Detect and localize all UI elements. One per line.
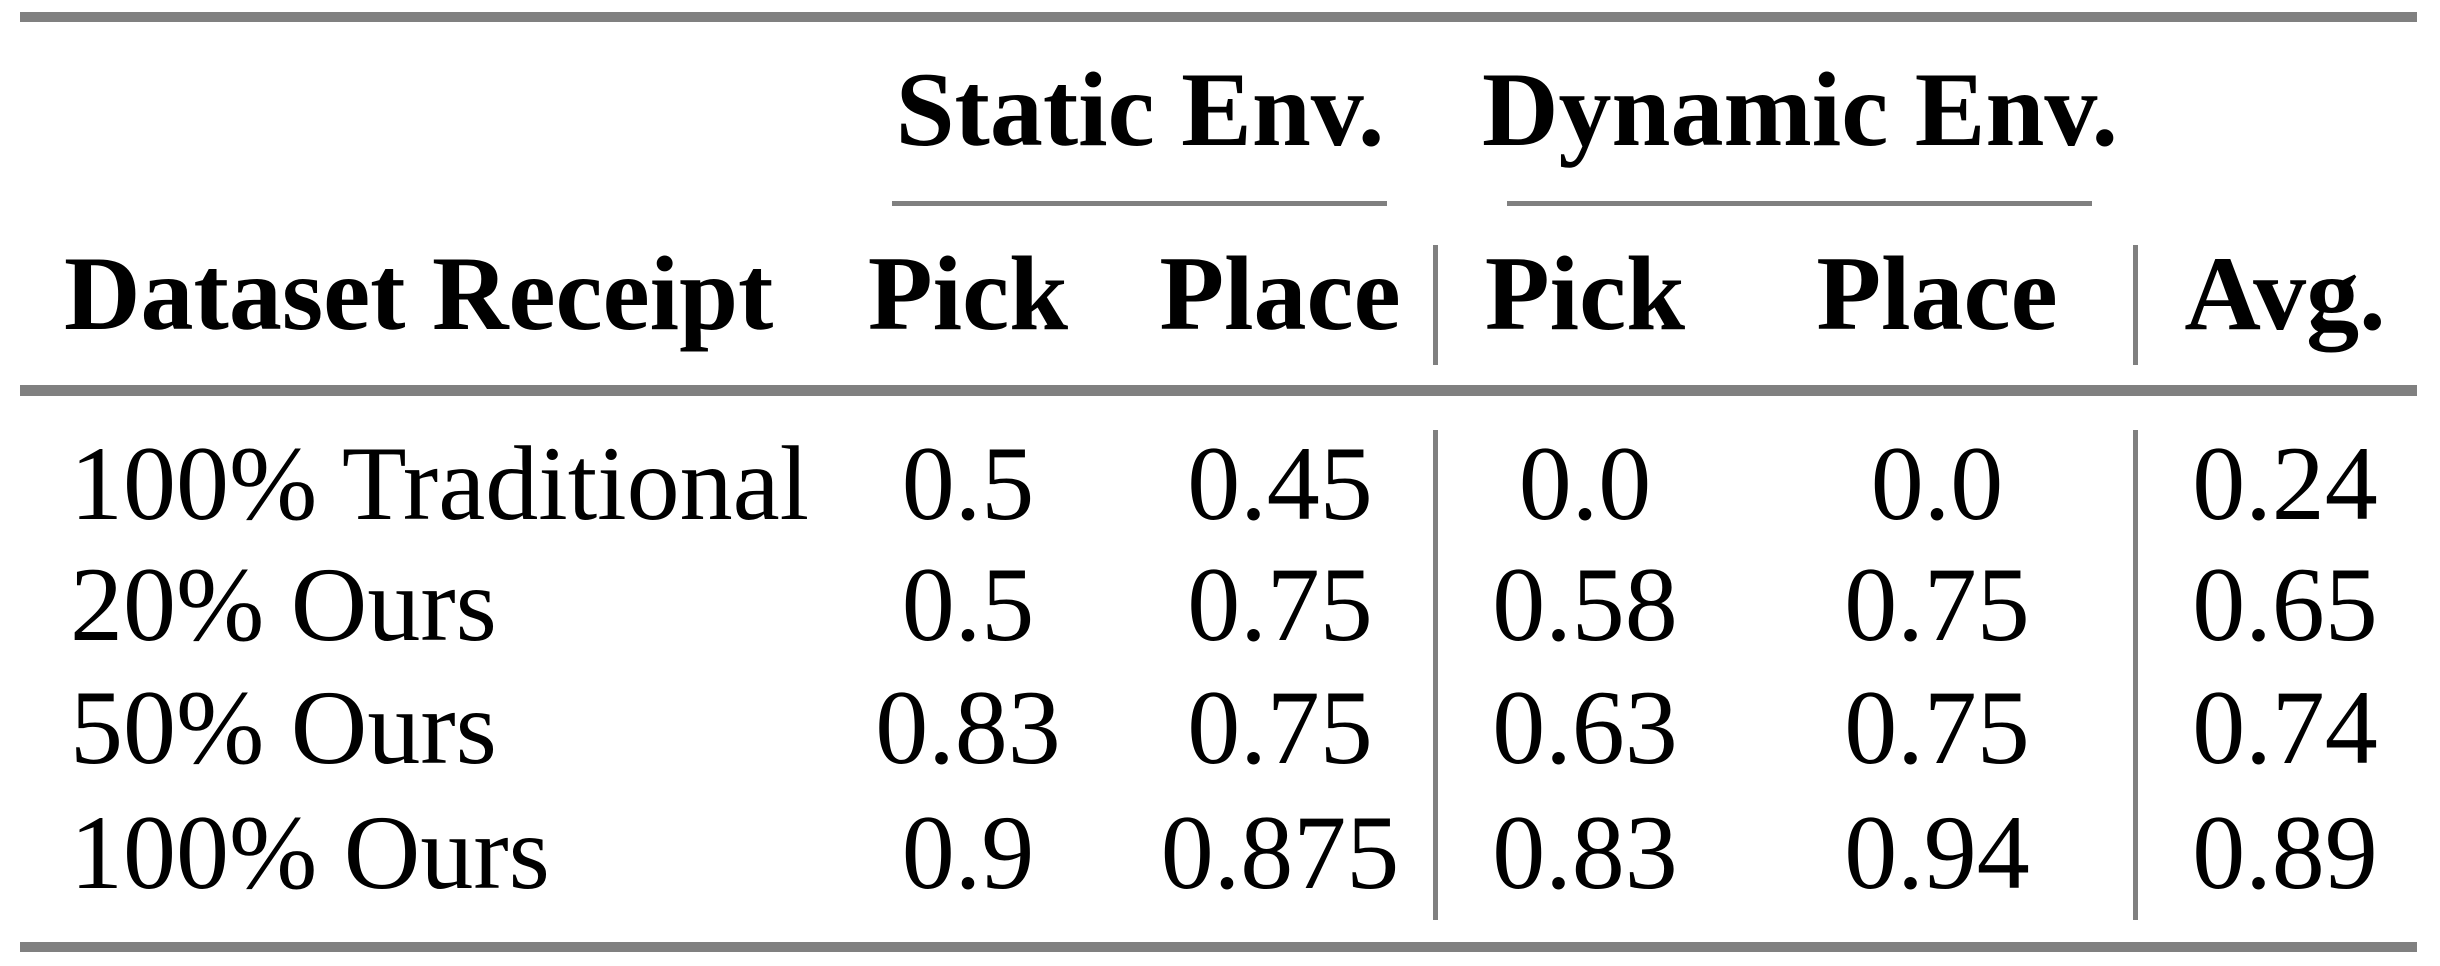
cell-dynamic-pick: 0.63 <box>1492 669 1678 786</box>
cell-dynamic-pick: 0.0 <box>1518 425 1652 542</box>
cell-avg: 0.65 <box>2192 546 2378 663</box>
cell-dynamic-pick: 0.83 <box>1492 794 1678 911</box>
header-dynamic-pick: Pick <box>1484 235 1686 352</box>
cell-static-place: 0.75 <box>1187 669 1373 786</box>
row-label: 100% Traditional <box>70 425 810 542</box>
top-rule <box>20 12 2417 22</box>
table-row: 50% Ours 0.83 0.75 0.63 0.75 0.74 <box>0 675 2440 781</box>
column-group-static-env: Static Env. <box>895 51 1385 168</box>
cell-static-place: 0.875 <box>1160 794 1400 911</box>
cell-avg: 0.74 <box>2192 669 2378 786</box>
cell-static-pick: 0.9 <box>901 794 1035 911</box>
bottom-rule <box>20 942 2417 952</box>
header-dynamic-place: Place <box>1816 235 2058 352</box>
column-group-dynamic-env: Dynamic Env. <box>1481 51 2119 168</box>
cmidrule-dynamic-env <box>1507 201 2092 206</box>
cell-static-pick: 0.83 <box>875 669 1061 786</box>
row-label: 100% Ours <box>70 794 550 911</box>
cmidrule-static-env <box>892 201 1387 206</box>
cell-dynamic-place: 0.75 <box>1844 546 2030 663</box>
cell-static-place: 0.45 <box>1187 425 1373 542</box>
vertical-separator-dynamic-avg-body <box>2133 430 2138 920</box>
cell-static-pick: 0.5 <box>901 425 1035 542</box>
cell-dynamic-place: 0.0 <box>1870 425 2004 542</box>
cell-dynamic-place: 0.75 <box>1844 669 2030 786</box>
header-static-place: Place <box>1159 235 1401 352</box>
row-label: 20% Ours <box>70 546 497 663</box>
vertical-separator-static-dynamic-body <box>1433 430 1438 920</box>
header-midrule <box>20 385 2417 396</box>
header-row: Dataset Receipt Pick Place Pick Place Av… <box>0 241 2440 347</box>
row-label: 50% Ours <box>70 669 497 786</box>
vertical-separator-static-dynamic-header <box>1433 245 1438 365</box>
header-static-pick: Pick <box>867 235 1069 352</box>
header-dataset-receipt: Dataset Receipt <box>64 235 774 352</box>
cell-avg: 0.24 <box>2192 425 2378 542</box>
vertical-separator-dynamic-avg-header <box>2133 245 2138 365</box>
header-avg: Avg. <box>2184 235 2386 352</box>
cell-static-place: 0.75 <box>1187 546 1373 663</box>
cell-dynamic-pick: 0.58 <box>1492 546 1678 663</box>
cell-avg: 0.89 <box>2192 794 2378 911</box>
cell-dynamic-place: 0.94 <box>1844 794 2030 911</box>
table-row: 100% Ours 0.9 0.875 0.83 0.94 0.89 <box>0 800 2440 906</box>
cell-static-pick: 0.5 <box>901 546 1035 663</box>
table-row: 20% Ours 0.5 0.75 0.58 0.75 0.65 <box>0 552 2440 658</box>
table-row: 100% Traditional 0.5 0.45 0.0 0.0 0.24 <box>0 431 2440 537</box>
